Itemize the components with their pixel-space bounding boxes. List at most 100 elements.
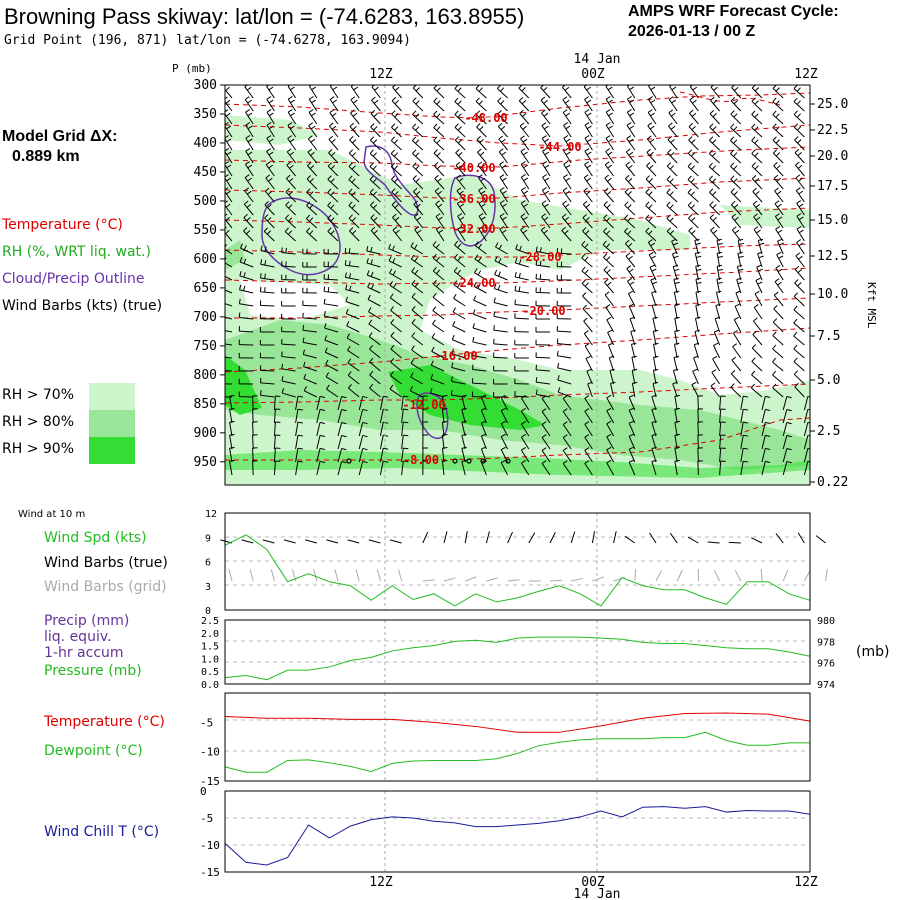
wind-barb (710, 226, 720, 242)
wind-barb (454, 123, 466, 138)
wind-barb (736, 264, 744, 281)
wind-barb-true (507, 531, 513, 544)
wind-barb (454, 85, 466, 99)
wind-barb (259, 365, 275, 372)
wind-barb-true (283, 539, 296, 544)
wind-barb-true (570, 531, 576, 544)
wind-barb (390, 318, 402, 333)
wind-tick-label: 12 (205, 509, 217, 520)
wind-barb (693, 342, 700, 359)
wind-barb (348, 175, 360, 190)
wind-barb (369, 188, 381, 203)
wind-barb (716, 238, 723, 255)
wind-barb (422, 421, 428, 437)
wind-barb (514, 365, 529, 372)
wind-barb (605, 148, 615, 164)
wind-barb (793, 370, 805, 385)
legend-rh80-swatch (89, 410, 135, 437)
wind-barb (273, 460, 281, 476)
wind-barb (730, 188, 742, 203)
wind-barb (238, 339, 254, 346)
wind-barb (259, 286, 275, 294)
wind-barb (606, 420, 615, 437)
wind-barb (260, 390, 275, 398)
legend-rh80-label: RH > 80% (2, 414, 75, 430)
wind-barb (626, 109, 636, 125)
temperature-contours (225, 91, 810, 461)
wind-barb (556, 261, 572, 268)
wind-barb (691, 381, 699, 398)
wind-barb (772, 344, 784, 359)
wind-barb (245, 148, 254, 164)
wind-barb (582, 213, 593, 229)
wind-barb (708, 149, 720, 164)
surface-marker (480, 458, 486, 464)
bottom-time-tick-label: 12Z (369, 875, 393, 890)
wind-barb (432, 279, 445, 294)
wind-barb (627, 290, 636, 307)
wind-barb (260, 259, 275, 268)
wind-barb (540, 226, 551, 242)
wind-barb (520, 226, 530, 242)
wind-barb (712, 355, 721, 372)
wind-barb (541, 421, 551, 437)
wind-barb (475, 85, 487, 99)
wind-barb (390, 306, 402, 320)
wind-barb (606, 316, 615, 333)
wind-barb (674, 329, 680, 346)
wind-barb (307, 148, 318, 164)
wind-barb (563, 135, 572, 151)
wind-barb (308, 96, 318, 112)
wind-barb (750, 383, 763, 398)
wind-barb (562, 109, 572, 125)
wind-barb (751, 357, 763, 372)
wind-barb (263, 227, 275, 242)
wind-barb (391, 123, 402, 138)
wind-barb (761, 421, 771, 437)
wind-barb (651, 290, 657, 307)
wind-barb (519, 109, 530, 125)
wind-barb (730, 162, 742, 177)
wind-barb (687, 149, 699, 164)
wind-barb (287, 96, 297, 112)
t-contour-32 (225, 207, 810, 229)
wind-barb (520, 213, 530, 229)
wind-barb (561, 213, 572, 229)
wind-barb (473, 281, 487, 294)
legend-rh70-swatch (89, 383, 135, 410)
wind-barb (497, 122, 508, 138)
wind-barb (473, 295, 487, 307)
wind-barb (389, 293, 402, 307)
wind-barb (625, 148, 636, 164)
wind-barb (379, 460, 389, 476)
wind-barb (581, 240, 593, 255)
wind-barbs-upper (225, 85, 810, 476)
wind-barb (666, 188, 678, 203)
wind-barb (673, 355, 680, 372)
wind-barb (264, 200, 275, 216)
wind-barb (667, 149, 678, 164)
t-contour-48 (225, 92, 810, 119)
wind-barb (370, 123, 381, 138)
wind-barb (474, 268, 487, 281)
wind-barb (606, 459, 615, 476)
wind-barb (344, 260, 360, 268)
wind-barb (323, 274, 339, 281)
wind-barb (582, 200, 593, 216)
wind-barb (584, 395, 593, 411)
wind-barb (295, 421, 303, 437)
wind-barb (358, 447, 368, 463)
wind-barb (358, 460, 368, 476)
height-tick-label: 0.22 (817, 475, 848, 490)
wind-barb (471, 378, 487, 385)
wind-barb (645, 175, 657, 190)
wind-barb (392, 213, 402, 229)
wind-barb (432, 306, 445, 320)
wind-barb (752, 187, 763, 203)
wind-barb (302, 349, 317, 359)
wind-barb-grid (398, 569, 403, 582)
wind-barb (345, 296, 360, 307)
wind-barb (674, 459, 680, 476)
wind-barb (281, 375, 296, 385)
